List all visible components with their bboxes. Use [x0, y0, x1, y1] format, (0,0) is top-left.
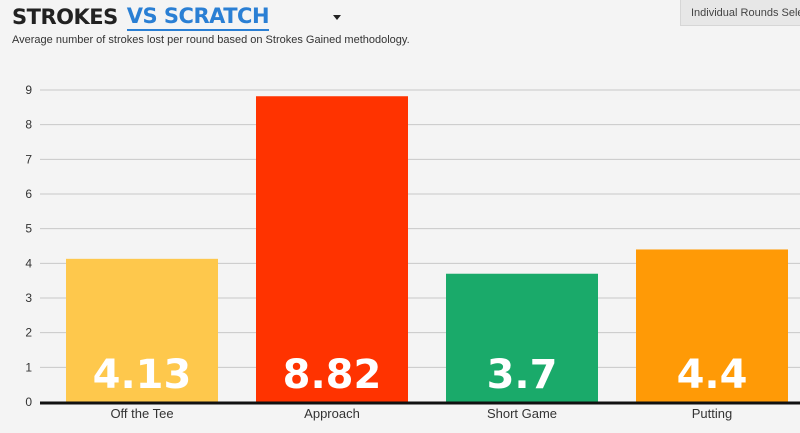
- y-tick-label: 9: [25, 83, 32, 97]
- chart-header: STROKES VS SCRATCH: [12, 2, 342, 32]
- y-tick-label: 7: [25, 152, 32, 166]
- y-tick-label: 6: [25, 187, 32, 201]
- bar-value-labels: 4.13 8.82 3.7 4.4: [93, 352, 748, 398]
- bar-approach[interactable]: [256, 96, 408, 403]
- y-tick-label: 1: [25, 360, 32, 374]
- bar-putting[interactable]: [636, 249, 788, 402]
- y-tick-label: 4: [25, 256, 32, 270]
- bar-off-the-tee[interactable]: [66, 258, 218, 402]
- vs-scratch-selector[interactable]: VS SCRATCH: [126, 4, 270, 31]
- y-tick-label: 2: [25, 326, 32, 340]
- x-axis-labels: Off the Tee Approach Short Game Putting: [110, 406, 732, 421]
- x-category-label: Off the Tee: [110, 406, 173, 421]
- individual-rounds-select-button[interactable]: Individual Rounds Select: [680, 0, 800, 26]
- y-tick-label: 5: [25, 222, 32, 236]
- x-category-label: Approach: [304, 406, 360, 421]
- y-tick-label: 8: [25, 118, 32, 132]
- bar-value-label: 4.4: [677, 352, 748, 398]
- caret-down-icon[interactable]: [333, 14, 342, 20]
- bar-value-label: 4.13: [93, 352, 192, 398]
- bar-short-game[interactable]: [446, 273, 598, 402]
- bar-value-label: 3.7: [487, 352, 558, 398]
- x-category-label: Short Game: [487, 406, 557, 421]
- x-category-label: Putting: [692, 406, 732, 421]
- y-tick-label: 3: [25, 291, 32, 305]
- chart-subtitle: Average number of strokes lost per round…: [12, 34, 410, 46]
- bar-value-label: 8.82: [283, 352, 382, 398]
- bars: [66, 96, 788, 403]
- chart-title: STROKES: [12, 5, 118, 29]
- y-tick-label: 0: [25, 395, 32, 409]
- y-axis-ticks: 0 1 2 3 4 5 6 7 8 9: [25, 83, 32, 409]
